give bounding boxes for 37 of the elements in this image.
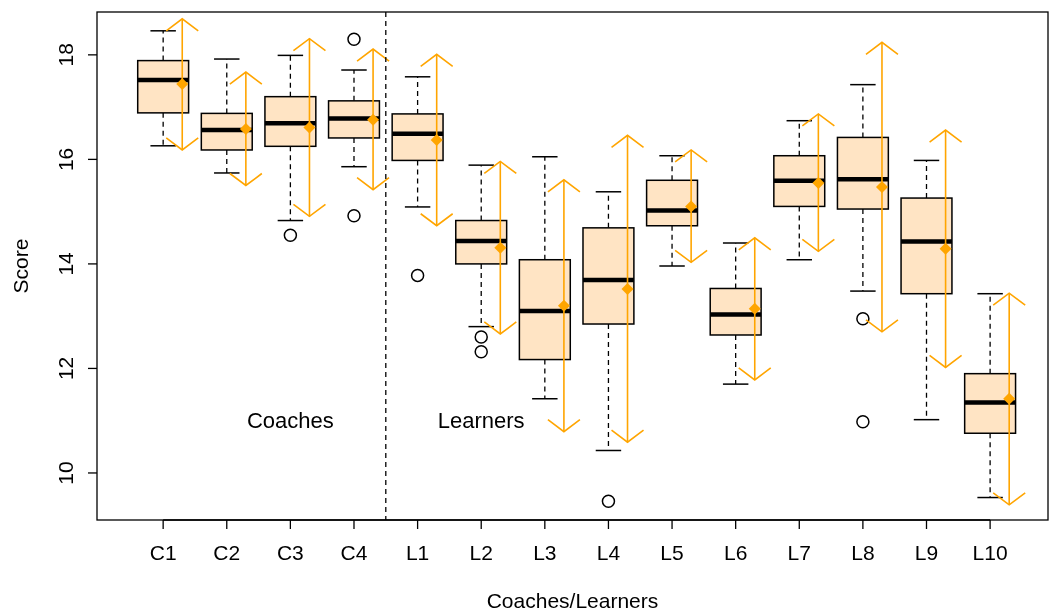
x-tick-label: C4	[340, 541, 368, 564]
point	[176, 78, 189, 91]
y-tick-label: 18	[54, 43, 77, 67]
point	[875, 181, 888, 194]
x-tick-label: C3	[276, 541, 304, 564]
point	[1003, 392, 1016, 405]
x-tick-label: L10	[972, 541, 1008, 564]
point	[939, 242, 952, 255]
y-tick-label: 10	[54, 461, 77, 485]
x-tick-label: L5	[660, 541, 684, 564]
point	[239, 123, 252, 136]
point	[367, 113, 380, 126]
x-tick-label: L9	[914, 541, 939, 564]
x-tick-label: L2	[469, 541, 493, 564]
annotation: Coaches	[246, 408, 334, 434]
x-tick-label: C1	[149, 541, 177, 564]
point	[303, 121, 316, 134]
x-tick-label: C2	[213, 541, 241, 564]
y-tick-label: 14	[54, 251, 77, 276]
point	[494, 241, 507, 254]
x-tick-label: L3	[533, 541, 557, 564]
y-tick-label: 16	[54, 147, 77, 172]
x-axis-title: Coaches/Learners	[486, 589, 659, 610]
point	[557, 299, 570, 312]
y-tick-label: 12	[54, 356, 77, 381]
y-axis-title: Score	[9, 238, 32, 294]
x-tick-label: L1	[405, 541, 430, 564]
point	[748, 302, 761, 315]
annotation: Learners	[437, 408, 525, 434]
x-tick-label: L6	[723, 541, 748, 564]
x-tick-label: L4	[596, 541, 621, 564]
point	[812, 176, 825, 189]
point	[430, 134, 443, 147]
point	[621, 283, 634, 295]
point	[685, 200, 698, 213]
x-tick-label: L8	[851, 541, 875, 564]
x-tick-label: L7	[787, 541, 811, 564]
